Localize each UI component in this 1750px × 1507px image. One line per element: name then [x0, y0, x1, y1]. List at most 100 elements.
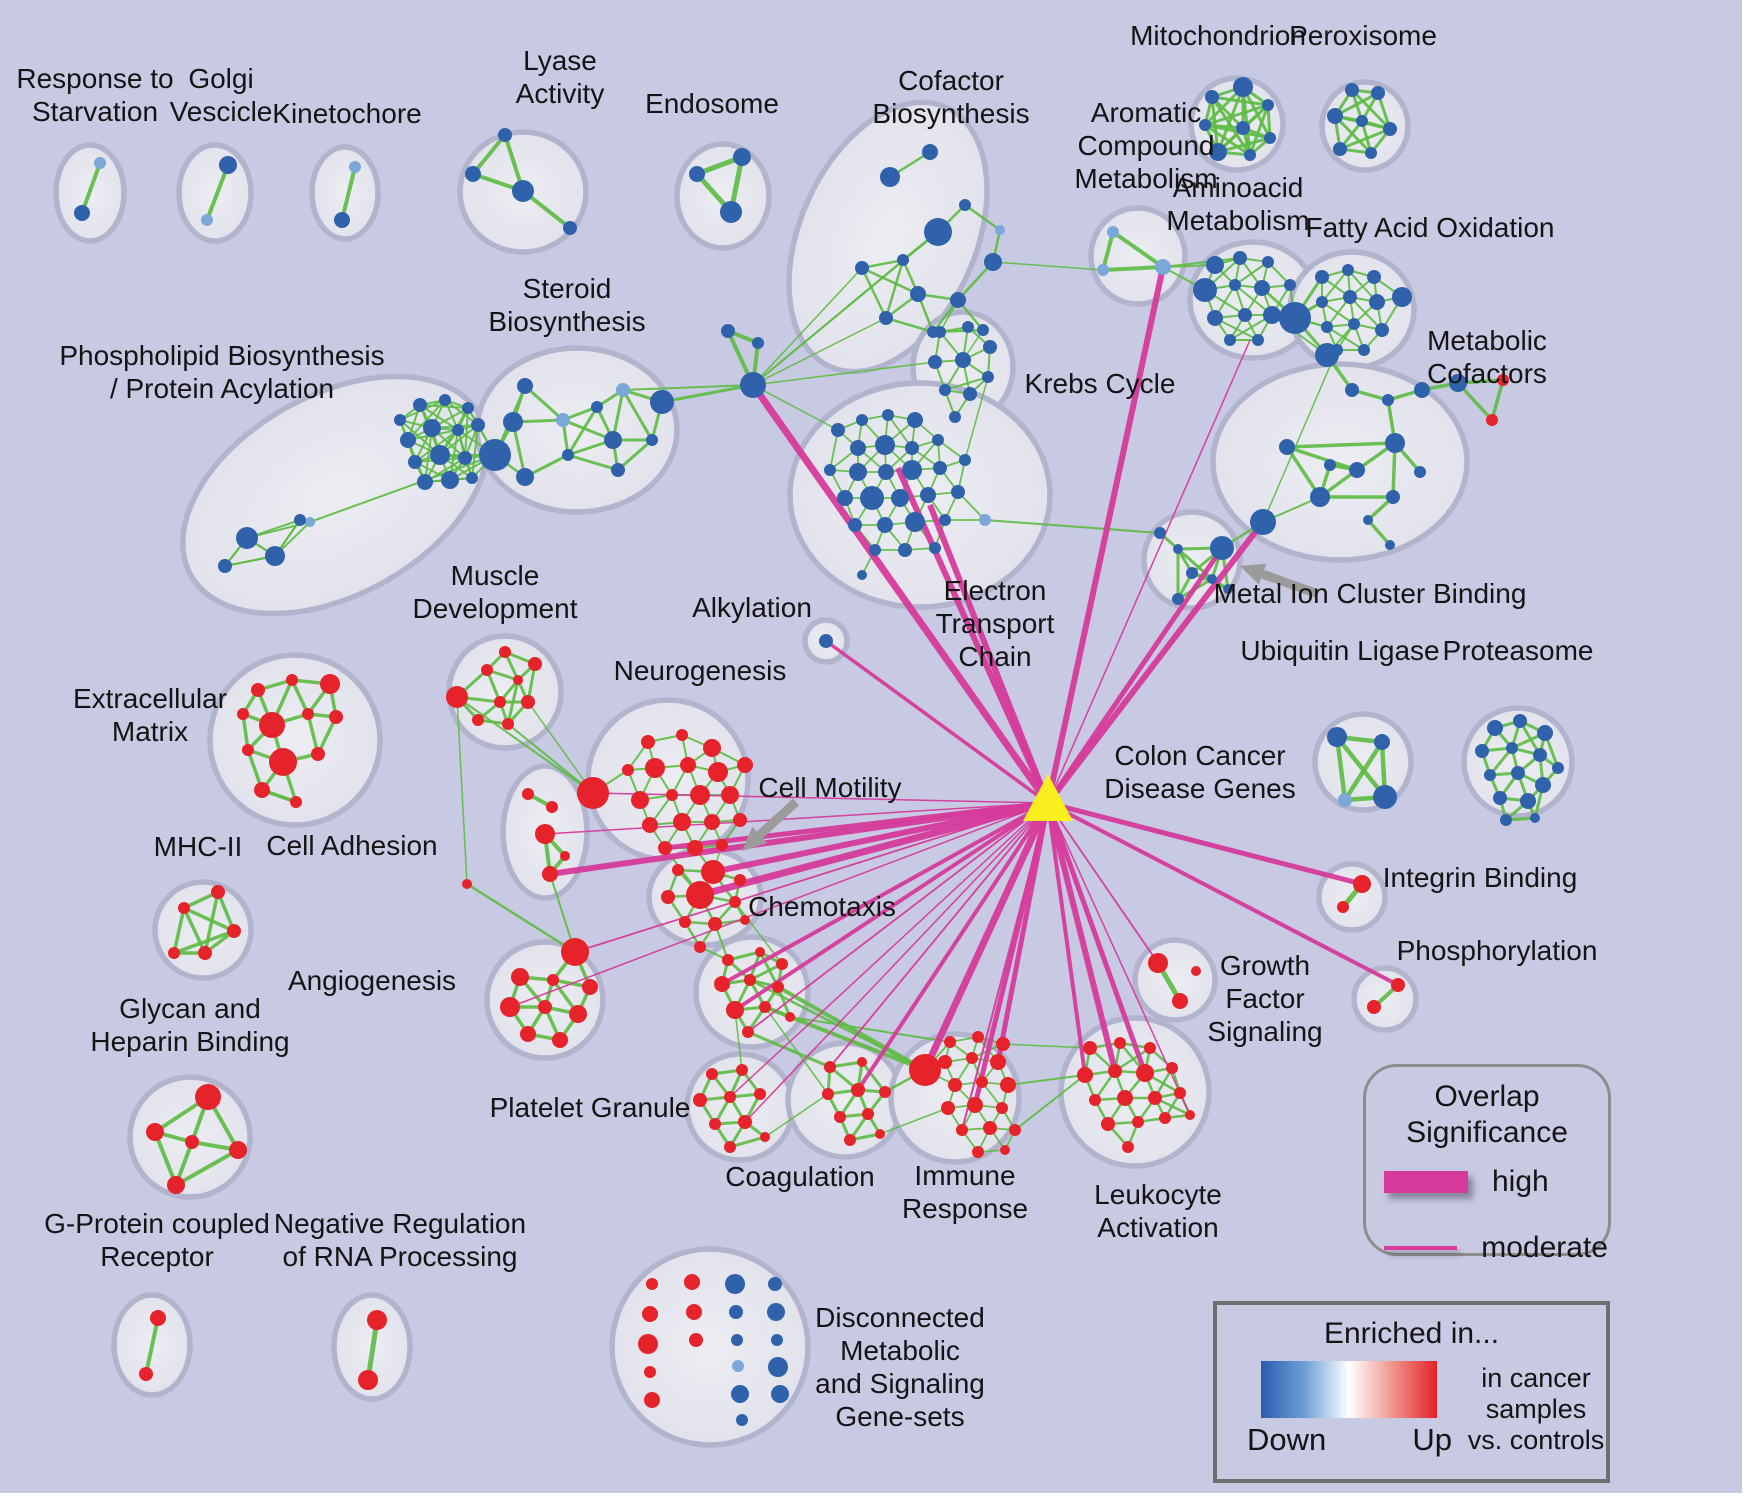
node-leukocyte-activation-5[interactable]: [1136, 1064, 1154, 1082]
node-steroid-hub-0[interactable]: [740, 372, 766, 398]
node-neurogenesis-4[interactable]: [622, 764, 634, 776]
node-cell-adhesion-0[interactable]: [522, 788, 534, 800]
node-golgi-vescicle-0[interactable]: [219, 156, 237, 174]
node-disconnected-genesets-4[interactable]: [644, 1392, 660, 1408]
node-coagulation-3[interactable]: [851, 1083, 865, 1097]
node-phospholipid-biosynthesis-12[interactable]: [441, 471, 459, 489]
node-metal-connector-0[interactable]: [1250, 509, 1276, 535]
node-electron-transport-chain-20[interactable]: [877, 517, 893, 533]
node-metal-ion-cluster-binding-6[interactable]: [1172, 593, 1184, 605]
node-proteasome-12[interactable]: [1500, 814, 1512, 826]
node-disconnected-genesets-3[interactable]: [644, 1366, 656, 1378]
node-angiogenesis-4[interactable]: [500, 997, 520, 1017]
node-cofactor-biosynthesis-2[interactable]: [959, 199, 971, 211]
node-cofactor-biosynthesis-8[interactable]: [910, 286, 926, 302]
node-neurogenesis-10[interactable]: [666, 789, 678, 801]
node-metabolic-cofactors-13[interactable]: [1386, 490, 1400, 504]
node-electron-transport-chain-4[interactable]: [850, 440, 866, 456]
node-aminoacid-metabolism-2[interactable]: [1262, 256, 1274, 268]
node-peroxisome-1[interactable]: [1371, 86, 1385, 100]
node-leukocyte-activation-4[interactable]: [1108, 1064, 1122, 1078]
node-electron-transport-chain-2[interactable]: [882, 409, 894, 421]
node-steroid-biosynthesis-3[interactable]: [591, 401, 603, 413]
node-leukocyte-activation-7[interactable]: [1089, 1094, 1101, 1106]
node-krebs-cycle-3[interactable]: [928, 355, 942, 369]
node-electron-transport-chain-23[interactable]: [869, 544, 881, 556]
node-fatty-acid-oxidation-6[interactable]: [1369, 294, 1385, 310]
node-muscle-development-4[interactable]: [446, 686, 468, 708]
node-peroxisome-5[interactable]: [1333, 142, 1347, 156]
node-ubiquitin-ligase-2[interactable]: [1338, 793, 1352, 807]
node-neurogenesis-5[interactable]: [645, 758, 665, 778]
node-electron-transport-chain-13[interactable]: [959, 454, 971, 466]
node-coagulation-5[interactable]: [834, 1111, 846, 1123]
node-proteasome-1[interactable]: [1513, 714, 1527, 728]
node-extracellular-matrix-4[interactable]: [259, 712, 285, 738]
node-phospholipid-biosynthesis-4[interactable]: [400, 432, 416, 448]
node-phospholipid-biosynthesis-0[interactable]: [394, 414, 406, 426]
node-angiogenesis-8[interactable]: [552, 1032, 568, 1048]
node-extracellular-matrix-7[interactable]: [242, 744, 254, 756]
node-cofactor-biosynthesis-4[interactable]: [924, 218, 952, 246]
node-aminoacid-metabolism-1[interactable]: [1233, 251, 1247, 265]
node-neurogenesis-12[interactable]: [721, 786, 739, 804]
node-immune-response-17[interactable]: [1000, 1145, 1010, 1155]
node-fatty-acid-oxidation-8[interactable]: [1321, 321, 1333, 333]
node-negative-regulation-rna-0[interactable]: [367, 1310, 387, 1330]
node-lyase-activity-3[interactable]: [563, 221, 577, 235]
node-chemotaxis-6[interactable]: [726, 1001, 744, 1019]
node-proteasome-7[interactable]: [1484, 769, 1496, 781]
node-metal-ion-cluster-binding-5[interactable]: [1223, 584, 1233, 594]
node-immune-response-1[interactable]: [944, 1036, 956, 1048]
node-adhesion-bridge-0[interactable]: [462, 879, 472, 889]
node-fatty-acid-oxidation-10[interactable]: [1375, 323, 1389, 337]
node-steroid-biosynthesis-1[interactable]: [503, 412, 523, 432]
node-muscle-development-6[interactable]: [521, 695, 535, 709]
node-cell-motility-0[interactable]: [672, 864, 684, 876]
node-muscle-development-0[interactable]: [499, 646, 511, 658]
node-endosome-1[interactable]: [689, 166, 705, 182]
node-coagulation-4[interactable]: [879, 1086, 891, 1098]
node-cofactor-biosynthesis-5[interactable]: [897, 254, 909, 266]
node-glycan-heparin-binding-4[interactable]: [167, 1176, 185, 1194]
node-mitochondrion-3[interactable]: [1199, 119, 1211, 131]
node-coagulation-8[interactable]: [875, 1129, 885, 1139]
node-platelet-granule-5[interactable]: [709, 1118, 721, 1130]
node-neurogenesis-14[interactable]: [673, 813, 691, 831]
node-extracellular-matrix-10[interactable]: [254, 782, 270, 798]
node-proteasome-0[interactable]: [1487, 720, 1503, 736]
node-aminoacid-metabolism-8[interactable]: [1238, 308, 1252, 322]
node-proteasome-9[interactable]: [1535, 777, 1551, 793]
node-phospholipid-biosynthesis-11[interactable]: [417, 474, 433, 490]
node-negative-regulation-rna-1[interactable]: [358, 1370, 378, 1390]
node-angiogenesis-7[interactable]: [520, 1026, 536, 1042]
node-metal-ion-cluster-binding-3[interactable]: [1186, 567, 1198, 579]
node-electron-transport-chain-14[interactable]: [837, 490, 853, 506]
node-metabolic-cofactors-11[interactable]: [1414, 466, 1426, 478]
node-electron-transport-chain-12[interactable]: [933, 461, 947, 475]
node-mitochondrion-1[interactable]: [1205, 90, 1219, 104]
node-mitochondrion-0[interactable]: [1233, 77, 1253, 97]
node-disconnected-genesets-17[interactable]: [768, 1357, 788, 1377]
node-metabolic-cofactors-10[interactable]: [1349, 462, 1365, 478]
node-disconnected-genesets-9[interactable]: [729, 1305, 743, 1319]
node-disconnected-genesets-15[interactable]: [767, 1303, 785, 1321]
node-leukocyte-activation-11[interactable]: [1101, 1117, 1115, 1131]
node-immune-response-16[interactable]: [972, 1146, 984, 1158]
node-immune-response-14[interactable]: [983, 1121, 997, 1135]
node-krebs-cycle-5[interactable]: [982, 371, 994, 383]
node-aminoacid-metabolism-7[interactable]: [1207, 310, 1223, 326]
node-extracellular-matrix-11[interactable]: [290, 796, 302, 808]
node-metabolic-cofactors-4[interactable]: [1449, 374, 1467, 392]
node-metabolic-cofactors-8[interactable]: [1324, 459, 1336, 471]
node-phospholipid-biosynthesis-19[interactable]: [218, 559, 232, 573]
node-electron-transport-chain-9[interactable]: [849, 463, 867, 481]
node-electron-transport-chain-27[interactable]: [857, 570, 867, 580]
node-leukocyte-activation-3[interactable]: [1077, 1067, 1093, 1083]
node-phospholipid-biosynthesis-1[interactable]: [413, 398, 427, 412]
node-fatty-acid-oxidation-3[interactable]: [1367, 270, 1381, 284]
node-leukocyte-activation-10[interactable]: [1174, 1087, 1186, 1099]
node-disconnected-genesets-18[interactable]: [771, 1385, 789, 1403]
node-endosome-0[interactable]: [733, 148, 751, 166]
node-steroid-biosynthesis-9[interactable]: [516, 468, 534, 486]
